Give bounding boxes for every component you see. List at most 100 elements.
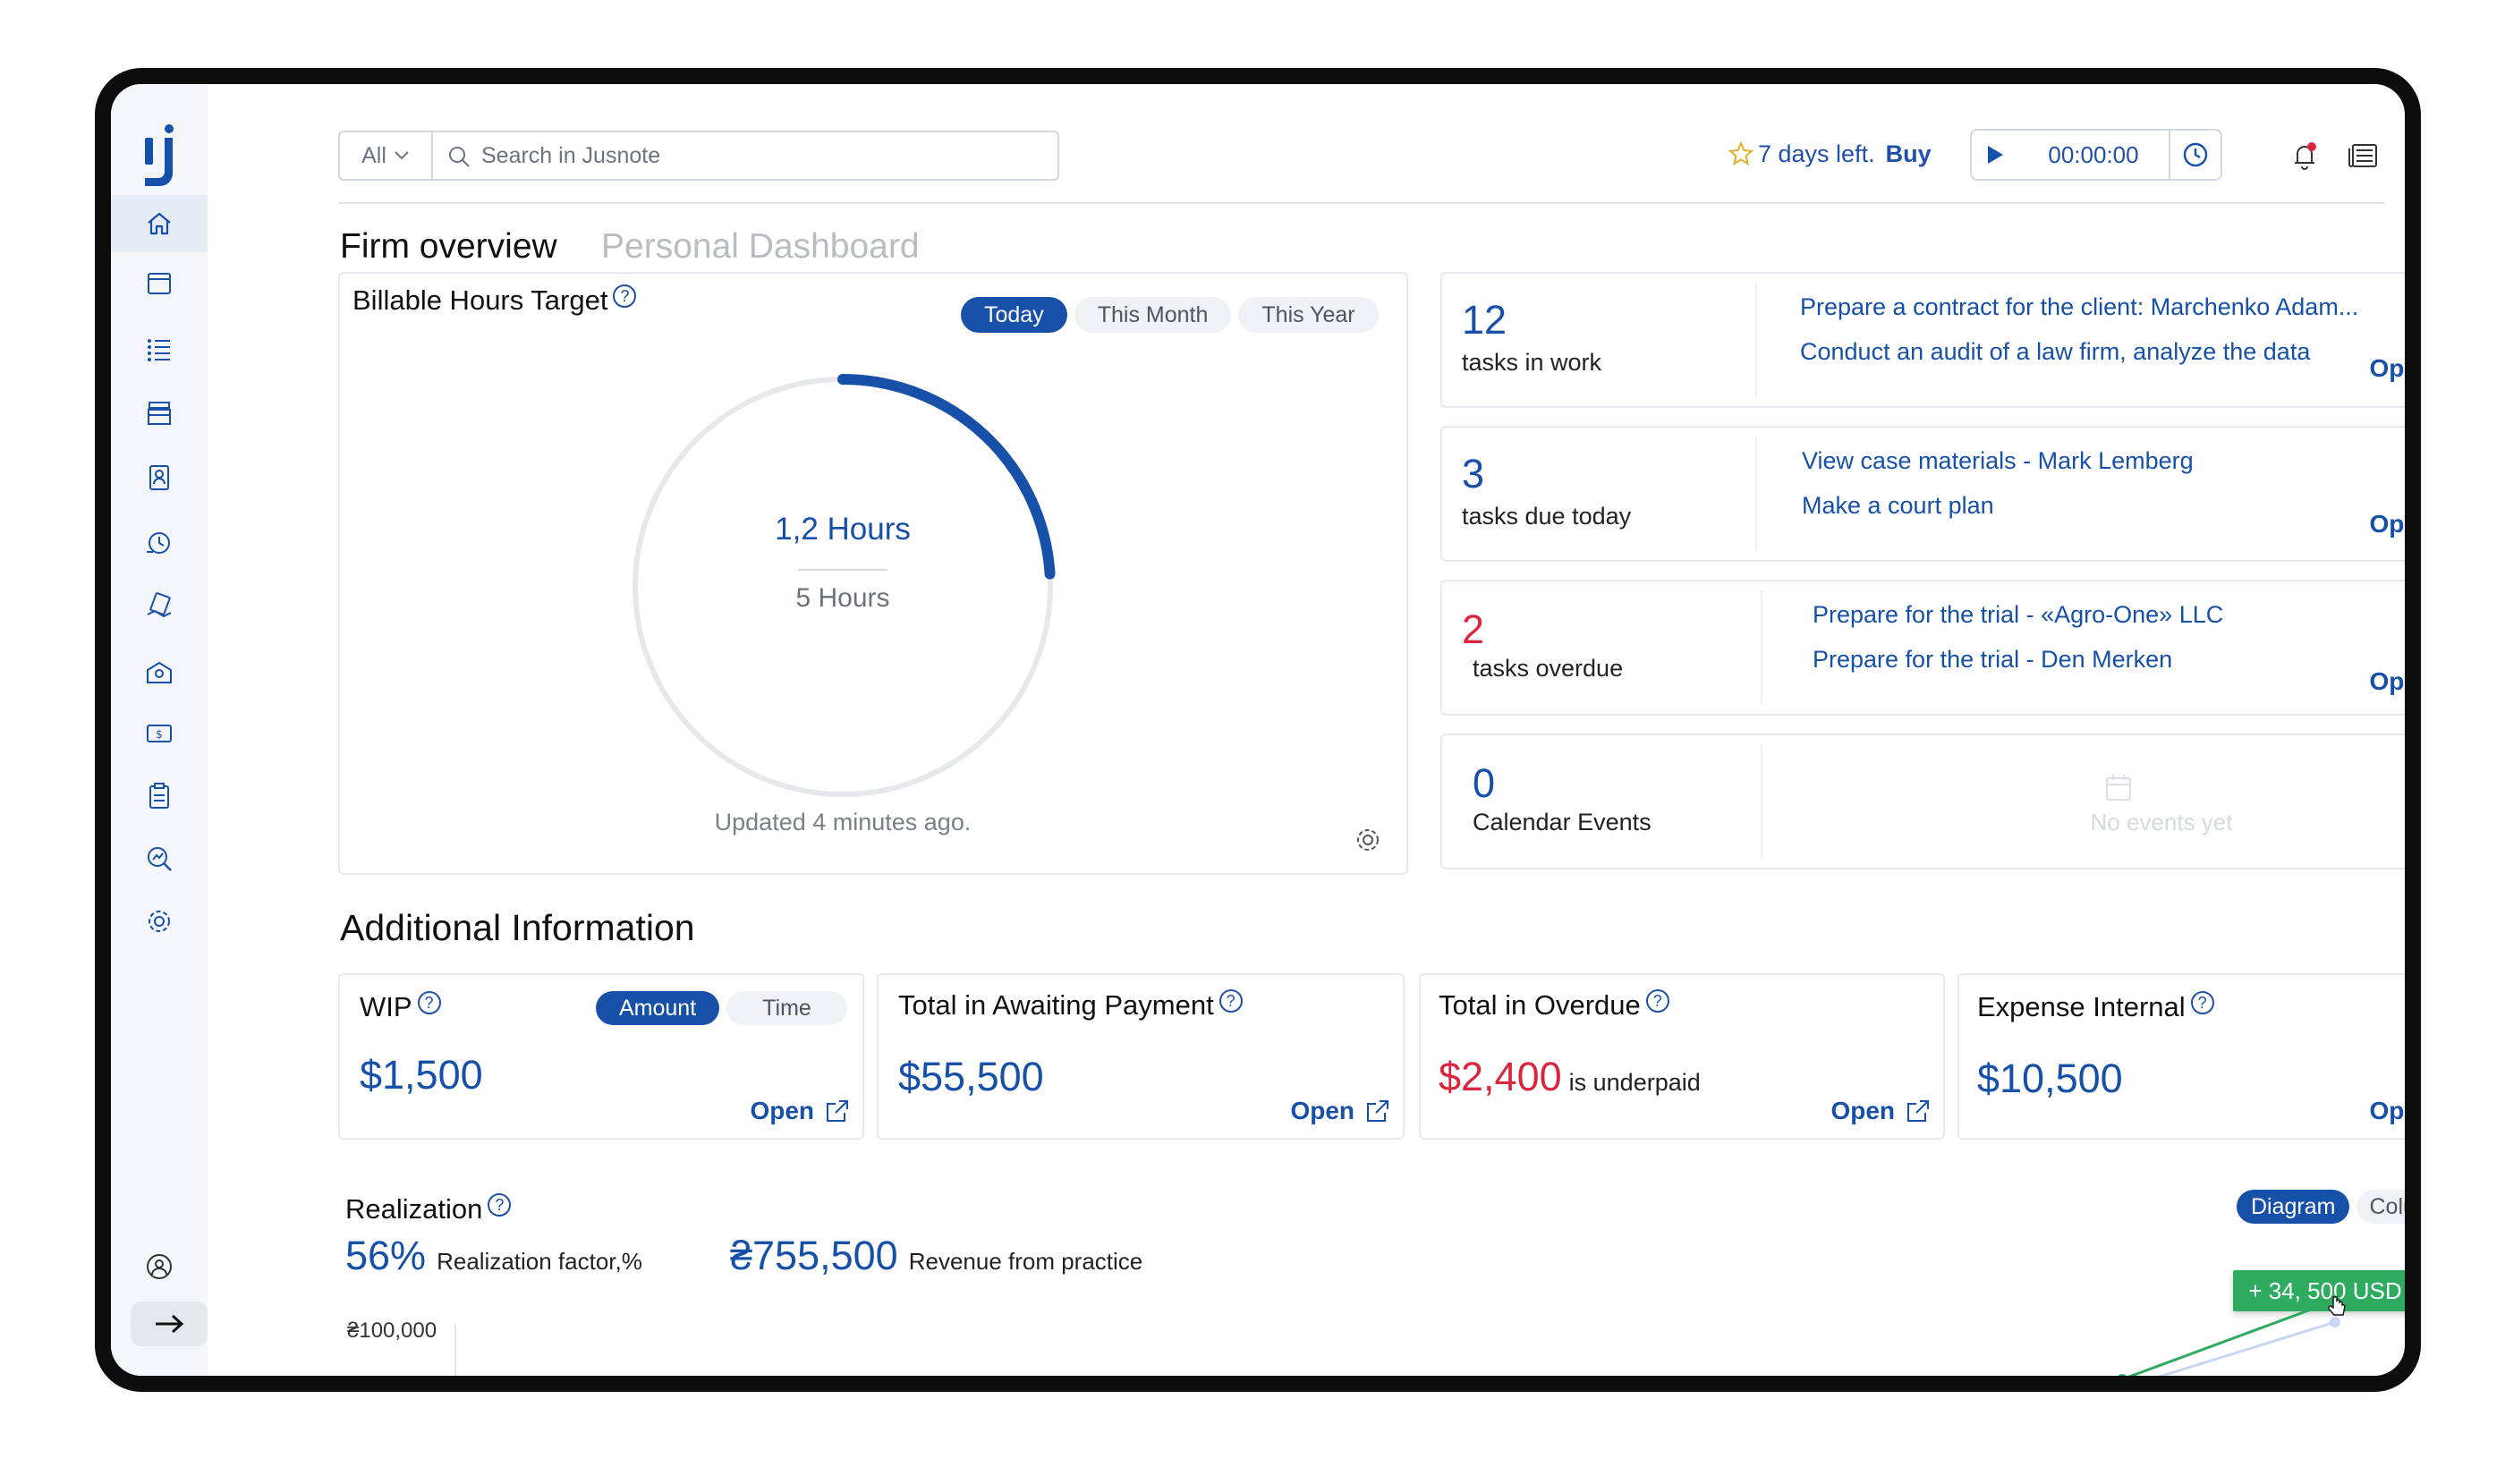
open-label: Open (2369, 667, 2405, 695)
open-link[interactable]: Open (2369, 354, 2405, 383)
billable-hours-title-text: Billable Hours Target (352, 284, 608, 316)
period-this-month[interactable]: This Month (1074, 297, 1232, 333)
open-link[interactable]: Open (2369, 1097, 2405, 1125)
task-count: 2 (1462, 606, 1485, 652)
help-icon[interactable]: ? (2190, 991, 2214, 1014)
wip-card: WIP? Amount Time $1,500 Open (338, 973, 864, 1140)
task-link[interactable]: Prepare a contract for the client: March… (1800, 293, 2359, 320)
search-scope-select[interactable]: All (340, 132, 433, 179)
open-link[interactable]: Open (1290, 1097, 1390, 1125)
timer-play-button[interactable] (1972, 144, 2018, 165)
open-link[interactable]: Open (750, 1097, 850, 1125)
buy-link[interactable]: Buy (1885, 140, 1932, 167)
realization-view-toggle: Diagram Columns (2237, 1190, 2405, 1224)
sidebar-collapse-button[interactable] (131, 1302, 208, 1346)
clipboard-icon (149, 783, 169, 809)
open-link[interactable]: Open (2369, 510, 2405, 538)
billable-gauge (630, 374, 1056, 800)
settings-gear-icon[interactable] (1353, 825, 1383, 855)
sidebar-item-time[interactable] (111, 513, 208, 571)
overdue-title-text: Total in Overdue (1439, 989, 1641, 1021)
news-icon[interactable] (2346, 138, 2382, 174)
help-icon[interactable]: ? (417, 991, 441, 1014)
expense-internal-title-text: Expense Internal (1977, 991, 2186, 1022)
billable-progress-arc (630, 374, 1056, 800)
search-bar: All (338, 131, 1059, 181)
task-link[interactable]: Make a court plan (1802, 492, 1994, 519)
search-chart-icon (148, 847, 172, 871)
sidebar-item-reports[interactable] (111, 767, 208, 825)
arrow-right-icon (156, 1314, 184, 1334)
period-toggle: Today This Month This Year (961, 297, 1379, 333)
period-today[interactable]: Today (961, 297, 1067, 333)
help-icon[interactable]: ? (488, 1193, 512, 1217)
list-icon (148, 339, 170, 361)
timer-history-button[interactable] (2169, 131, 2221, 179)
overdue-amount-row: $2,400 is underpaid (1439, 1054, 1701, 1100)
billable-hours-target: 5 Hours (795, 583, 890, 613)
sidebar-item-billing[interactable] (111, 578, 208, 635)
overdue-title: Total in Overdue? (1439, 989, 1669, 1022)
open-label: Open (750, 1097, 814, 1124)
search-scope-label: All (361, 142, 386, 168)
bill-icon: $ (147, 725, 172, 742)
view-diagram[interactable]: Diagram (2237, 1190, 2350, 1224)
sidebar-item-invoices[interactable]: $ (111, 705, 208, 762)
sidebar-item-settings[interactable] (111, 893, 208, 950)
search-input[interactable] (433, 132, 1057, 179)
task-label: tasks overdue (1473, 655, 1624, 682)
task-link[interactable]: Prepare for the trial - Den Merken (1813, 646, 2173, 673)
wip-toggle-time[interactable]: Time (726, 991, 847, 1025)
event-label: Calendar Events (1473, 809, 1652, 835)
trial-text: 7 days left. (1758, 140, 1875, 167)
sidebar-item-profile[interactable] (111, 1238, 208, 1295)
open-link[interactable]: Open (2369, 667, 2405, 696)
bell-icon[interactable] (2287, 138, 2322, 174)
main-content: All 7 days left. Buy 00:00:00 (208, 84, 2405, 1376)
sidebar-item-tasks[interactable] (111, 320, 208, 377)
card-divider (1761, 744, 1762, 859)
view-columns[interactable]: Columns (2356, 1190, 2405, 1224)
sidebar-item-analytics[interactable] (111, 830, 208, 887)
awaiting-payment-title-text: Total in Awaiting Payment (898, 989, 1214, 1021)
task-link[interactable]: View case materials - Mark Lemberg (1802, 447, 2194, 474)
help-icon[interactable]: ? (1219, 989, 1243, 1013)
revenue-from-practice: ₴755,500 Revenue from practice (730, 1233, 1142, 1279)
no-events-text: No events yet (2090, 809, 2233, 835)
awaiting-payment-card: Total in Awaiting Payment? $55,500 Open (877, 973, 1405, 1140)
help-icon[interactable]: ? (1645, 989, 1669, 1013)
open-label: Open (1830, 1097, 1895, 1124)
period-this-year[interactable]: This Year (1238, 297, 1379, 333)
open-link[interactable]: Open (1830, 1097, 1931, 1125)
help-icon[interactable]: ? (613, 284, 637, 308)
updated-text: Updated 4 minutes ago. (714, 809, 972, 835)
sidebar-item-contacts[interactable] (111, 449, 208, 506)
card-divider (1755, 283, 1757, 397)
sidebar-item-calendar[interactable] (111, 254, 208, 311)
calendar-icon (148, 273, 171, 294)
expense-internal-title: Expense Internal? (1977, 991, 2214, 1023)
wip-toggle-amount[interactable]: Amount (596, 991, 720, 1025)
folders-icon (148, 402, 171, 425)
tab-firm-overview[interactable]: Firm overview (340, 227, 557, 266)
event-count: 0 (1473, 760, 1496, 806)
time-tracker: 00:00:00 (1970, 129, 2222, 181)
wip-amount: $1,500 (360, 1052, 483, 1098)
task-label: tasks due today (1462, 503, 1632, 530)
search-icon (449, 147, 470, 167)
overdue-card: Total in Overdue? $2,400 is underpaid Ope… (1419, 973, 1945, 1140)
sidebar-item-home[interactable] (111, 195, 208, 252)
sidebar-item-matters[interactable] (111, 385, 208, 442)
task-link[interactable]: Prepare for the trial - «Agro-One» LLC (1813, 601, 2224, 628)
sidebar: $ (111, 84, 208, 1376)
external-link-icon (1907, 1100, 1929, 1122)
awaiting-payment-amount: $55,500 (898, 1054, 1044, 1099)
trial-banner[interactable]: 7 days left. Buy (1728, 136, 1932, 172)
task-link[interactable]: Conduct an audit of a law firm, analyze … (1800, 338, 2311, 365)
realization-title: Realization? (345, 1193, 512, 1225)
y-axis (454, 1324, 456, 1376)
wip-toggle: Amount Time (596, 991, 847, 1025)
tab-personal-dashboard[interactable]: Personal Dashboard (601, 227, 920, 266)
gear-icon (149, 911, 170, 932)
sidebar-item-payments[interactable] (111, 644, 208, 701)
